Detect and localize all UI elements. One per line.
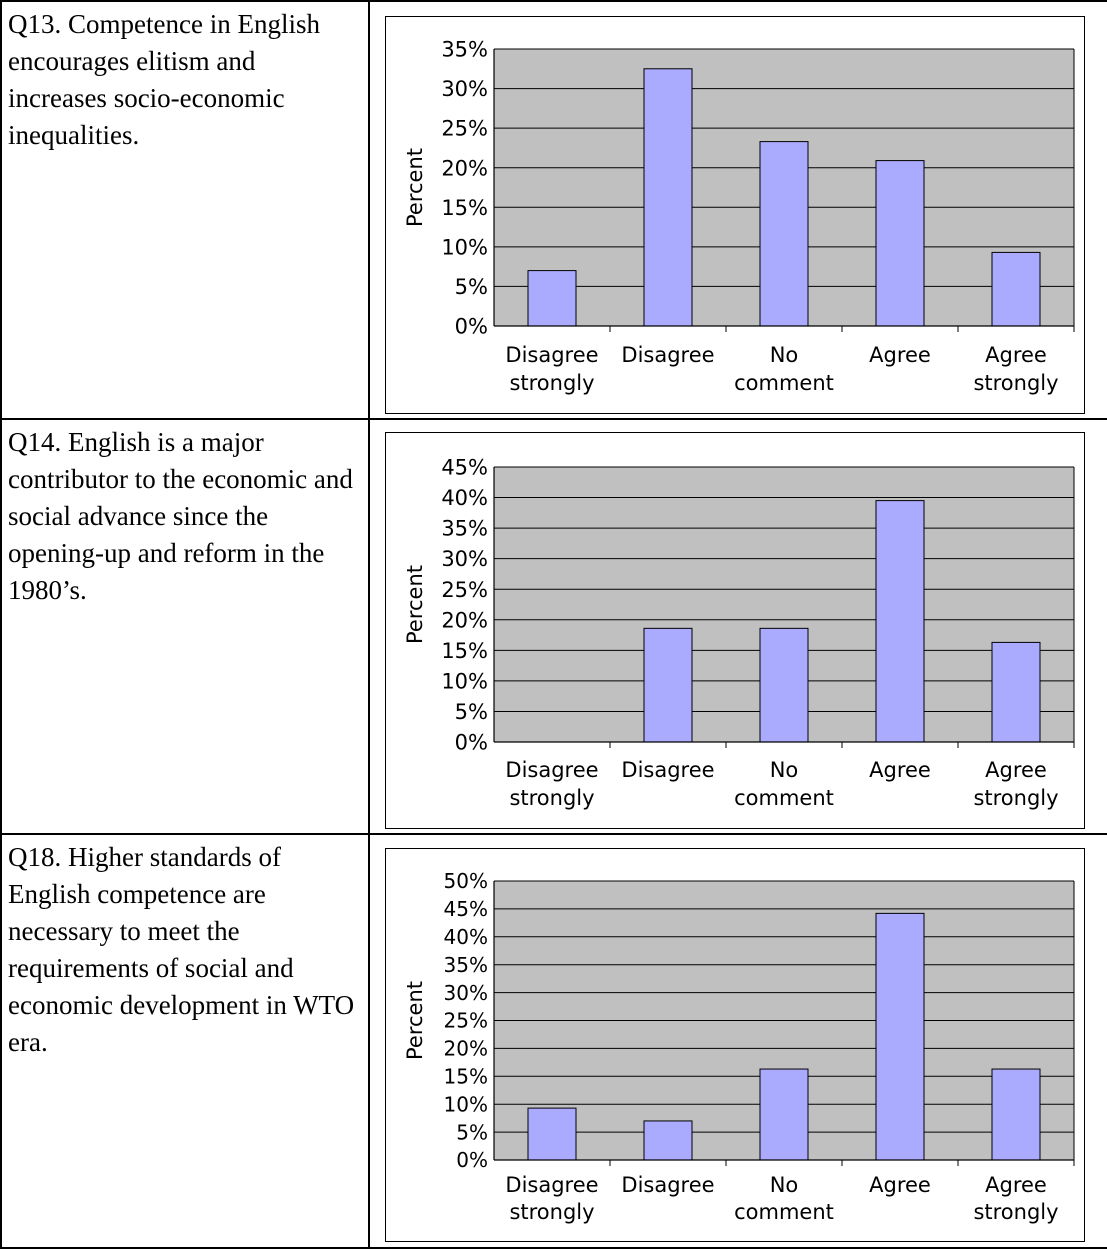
bar [991,641,1041,743]
y-tick-label: 5% [456,1120,488,1144]
y-tick-label: 35% [444,953,488,977]
bar [759,627,809,743]
y-axis-label: Percent [403,148,427,227]
y-tick-label: 15% [441,639,488,663]
y-axis-label: Percent [403,981,427,1060]
question-text: Q18. Higher standards of English compete… [8,842,355,1057]
bar-chart-q18: 0% 5% 10% 15% 20% 25% 30% 35% 40% 45% 50% Disagree s… [403,869,1075,1224]
bar [643,1120,693,1161]
y-tick-label: 35% [441,38,488,62]
y-tick-label: 50% [444,869,488,893]
y-tick-label: 30% [441,77,488,101]
x-category-label: Disagree [621,1173,714,1197]
x-category-label: Agree strongly [973,758,1058,810]
x-category-label: No comment [734,1173,834,1224]
question-text: Q14. English is a major contributor to t… [8,427,353,605]
y-tick-label: 25% [444,1009,488,1033]
y-tick-label: 10% [441,669,488,693]
x-category-label: Disagree [621,343,714,367]
y-tick-label: 10% [444,1092,488,1116]
bar [991,251,1041,327]
y-tick-label: 40% [444,925,488,949]
bar-chart-q13: 0% 5% 10% 15% 20% 25% 30% 35% Disagree strongly Di… [403,38,1075,395]
chart-q13: 0% 5% 10% 15% 20% 25% 30% 35% Disagree strongly Di… [385,16,1085,414]
bar [991,1068,1041,1161]
bar [643,68,693,327]
bar [527,270,577,327]
y-axis-label: Percent [403,565,427,644]
y-tick-label: 0% [455,731,488,755]
y-tick-label: 15% [441,196,488,220]
x-category-label: Disagree strongly [505,343,598,395]
y-tick-label: 0% [455,315,488,339]
y-tick-label: 20% [441,608,488,632]
y-tick-label: 45% [441,456,488,480]
question-text: Q13. Competence in English encourages el… [8,9,320,150]
bar [759,1068,809,1161]
bar [875,500,925,743]
y-tick-label: 20% [441,156,488,180]
bar-chart-q14: 0% 5% 10% 15% 20% 25% 30% 35% 40% 45% Disagree stro… [403,456,1075,810]
bar [875,912,925,1161]
bar [527,1107,577,1161]
bar [643,627,693,743]
y-tick-label: 10% [441,235,488,259]
bar [759,141,809,327]
y-tick-label: 45% [444,897,488,921]
x-category-label: Disagree strongly [505,758,598,810]
y-tick-label: 5% [455,700,488,724]
survey-row-q18: Q18. Higher standards of English compete… [0,833,1107,1249]
y-tick-label: 0% [456,1148,488,1172]
x-category-label: Agree strongly [973,1173,1058,1224]
chart-q14: 0% 5% 10% 15% 20% 25% 30% 35% 40% 45% Disagree stro… [385,432,1085,829]
y-tick-label: 25% [441,117,488,141]
survey-row-q13: Q13. Competence in English encourages el… [0,0,1107,418]
y-tick-label: 5% [455,275,488,299]
x-category-label: No comment [734,343,834,395]
x-category-label: No comment [734,758,834,810]
x-category-label: Agree strongly [973,343,1058,395]
x-category-label: Disagree strongly [505,1173,598,1224]
survey-row-q14: Q14. English is a major contributor to t… [0,418,1107,833]
x-category-label: Agree [869,343,931,367]
chart-q18: 0% 5% 10% 15% 20% 25% 30% 35% 40% 45% 50% Disagree s… [385,848,1085,1242]
y-tick-label: 40% [441,486,488,510]
y-tick-label: 30% [444,981,488,1005]
y-tick-label: 15% [444,1065,488,1089]
x-category-label: Disagree [621,758,714,782]
x-category-label: Agree [869,1173,931,1197]
y-tick-label: 25% [441,578,488,602]
bar [875,160,925,327]
y-tick-label: 30% [441,547,488,571]
x-category-label: Agree [869,758,931,782]
y-tick-label: 35% [441,517,488,541]
y-tick-label: 20% [444,1037,488,1061]
